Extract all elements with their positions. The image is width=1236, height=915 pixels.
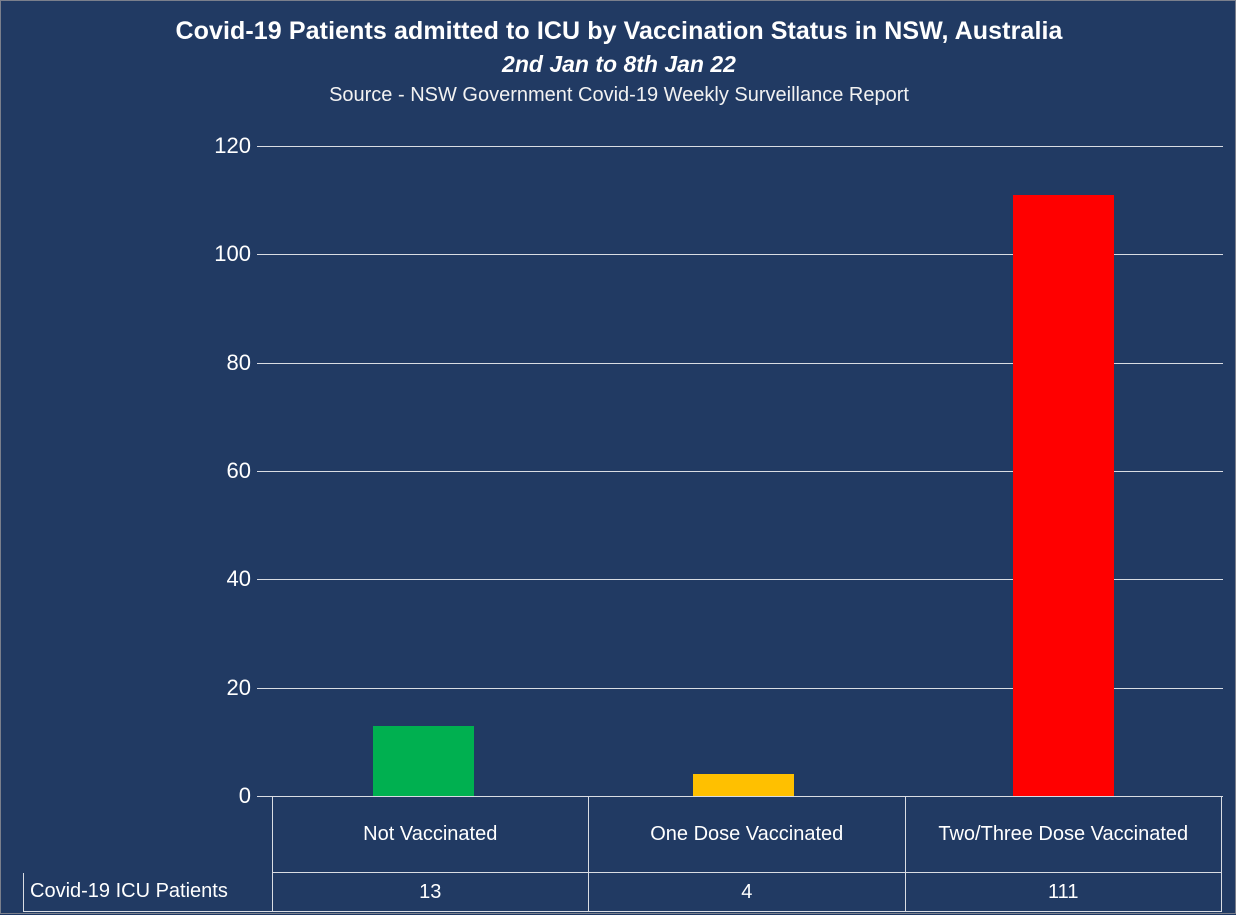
y-axis-label: 40 <box>226 566 251 592</box>
gridline <box>263 471 1223 472</box>
bar-1 <box>372 725 474 796</box>
table-column-header: Two/Three Dose Vaccinated <box>904 796 1222 873</box>
table-cell-value: 4 <box>588 872 906 912</box>
gridline <box>263 146 1223 147</box>
y-axis-tick <box>257 687 263 689</box>
table-row: Covid-19 ICU Patients 13 4 111 <box>23 872 1222 912</box>
y-axis-label: 20 <box>226 674 251 700</box>
table-cell-value: 13 <box>271 872 589 912</box>
chart-title-block: Covid-19 Patients admitted to ICU by Vac… <box>1 15 1236 110</box>
table-column-header: One Dose Vaccinated <box>588 796 906 873</box>
y-axis-tick <box>257 146 263 147</box>
data-table: Not Vaccinated One Dose Vaccinated Two/T… <box>23 796 1222 912</box>
chart-source-note: Source - NSW Government Covid-19 Weekly … <box>329 84 909 106</box>
gridline <box>263 687 1223 689</box>
y-axis-tick <box>257 362 263 364</box>
y-axis-label: 100 <box>214 241 251 267</box>
y-axis-tick <box>257 579 263 581</box>
y-axis: 120 100 80 60 40 20 0 <box>151 1 251 915</box>
table-column-header: Not Vaccinated <box>271 796 589 873</box>
y-axis-label: 60 <box>226 458 251 483</box>
y-axis-tick <box>257 254 263 256</box>
gridline <box>263 254 1223 256</box>
table-cell-value: 111 <box>904 872 1222 912</box>
gridline <box>263 579 1223 581</box>
table-row-header: Covid-19 ICU Patients <box>23 872 273 912</box>
bar-2 <box>692 774 794 796</box>
y-axis-tick <box>257 796 263 797</box>
table-header-row: Not Vaccinated One Dose Vaccinated Two/T… <box>24 796 1222 873</box>
table-corner-cell <box>24 797 273 873</box>
y-axis-tick <box>257 471 263 472</box>
gridline <box>263 362 1223 364</box>
y-axis-label: 120 <box>214 133 251 158</box>
plot-area <box>257 146 1223 797</box>
bar-3 <box>1012 194 1114 796</box>
y-axis-label: 0 <box>238 783 251 808</box>
chart-subtitle: 2nd Jan to 8th Jan 22 <box>502 51 736 77</box>
y-axis-label: 80 <box>226 349 251 375</box>
page-title: Covid-19 Patients admitted to ICU by Vac… <box>175 17 1063 45</box>
